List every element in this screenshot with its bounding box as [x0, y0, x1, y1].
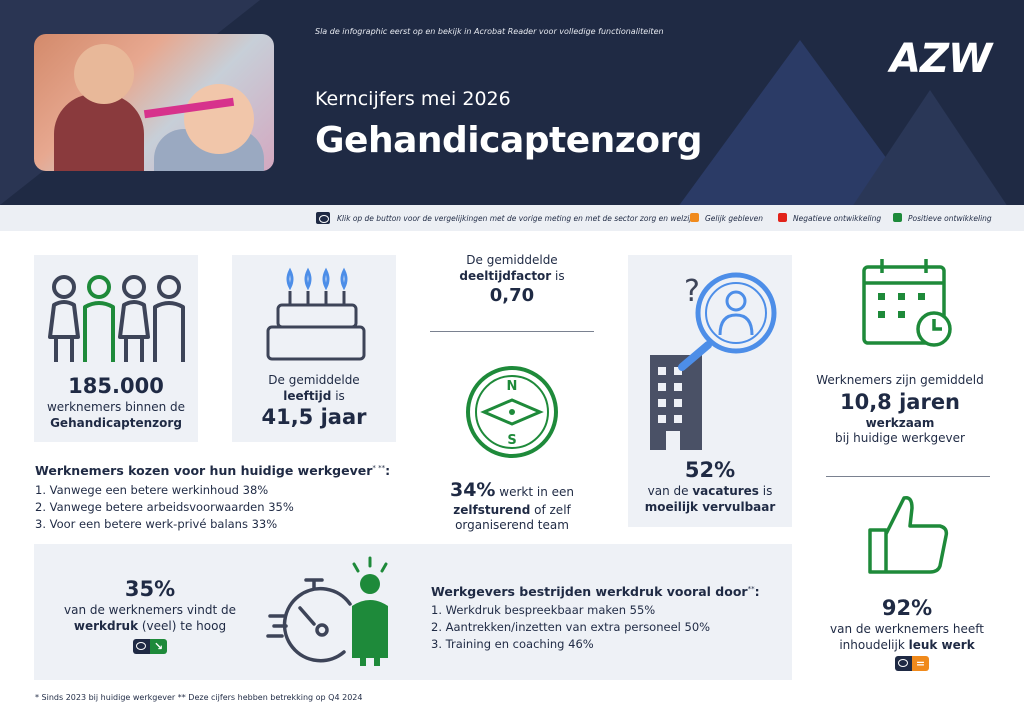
parttime-bold: deeltijdfactor [459, 268, 552, 283]
parttime-block: De gemiddelde deeltijdfactor is 0,70 [430, 253, 594, 308]
eye-icon [133, 639, 150, 654]
legend-item-equal: Gelijk gebleven [690, 213, 763, 223]
age-rest: is [331, 388, 345, 403]
list-item: 3. Voor een betere werk-privé balans 33% [35, 517, 278, 531]
equal-icon: = [912, 656, 929, 671]
list-item: 3. Training en coaching 46% [431, 637, 594, 651]
page-title: Gehandicaptenzorg [315, 120, 703, 161]
decor-triangle [810, 90, 1024, 205]
selfsteering-bold: zelfsturend [453, 502, 531, 517]
age-bold: leeftijd [283, 388, 332, 403]
workload-bold: werkdruk [73, 618, 139, 633]
fun-compare-button[interactable]: = [895, 656, 929, 671]
choice-title: Werknemers kozen voor hun huidige werkge… [35, 463, 391, 478]
parttime-value: 0,70 [489, 285, 535, 307]
people-icon [48, 275, 185, 362]
compass-icon: N S [466, 366, 558, 458]
header-photo [34, 34, 274, 171]
selfsteering-block: 34% werkt in een zelfsturend of zelf org… [430, 478, 594, 534]
vacancies-value: 52% [684, 458, 736, 482]
fun-line1: van de werknemers heeft [830, 622, 984, 637]
tenure-block: Werknemers zijn gemiddeld 10,8 jaren wer… [810, 373, 990, 447]
age-card: De gemiddelde leeftijd is 41,5 jaar [232, 255, 396, 442]
workload-rest: (veel) te hoog [138, 618, 227, 633]
parttime-rest: is [551, 268, 565, 283]
legend-bar: Klik op de button voor de vergelijkingen… [0, 205, 1024, 231]
tenure-line1: Werknemers zijn gemiddeld [816, 373, 984, 387]
divider [430, 331, 594, 332]
svg-text:S: S [507, 433, 516, 448]
vacancies-post: is [758, 484, 773, 499]
svg-text:N: N [507, 379, 518, 394]
workload-value: 35% [124, 577, 176, 601]
tenure-line3: werkzaam [865, 415, 935, 430]
thumbs-up-icon [868, 495, 949, 574]
svg-text:?: ? [684, 274, 700, 309]
tenure-value: 10,8 jaren [839, 389, 961, 414]
vacancies-card: ? 52% van de vacatures is moeilijk vervu… [628, 255, 792, 527]
workload-card: 35% van de werknemers vindt de werkdruk … [34, 544, 792, 680]
eye-icon [316, 212, 330, 224]
stopwatch-person-icon [266, 556, 388, 666]
workers-value: 185.000 [68, 374, 164, 398]
workload-compare-button[interactable]: ↘ [133, 639, 167, 654]
workers-line1: werknemers binnen de [46, 400, 186, 415]
divider [826, 476, 990, 477]
azw-logo: AZW [890, 36, 992, 82]
selfsteering-line3: organiserend team [455, 518, 569, 533]
list-item: 1. Werkdruk bespreekbaar maken 55% [431, 603, 656, 617]
fun-pre: inhoudelijk [839, 637, 909, 652]
birthday-cake-icon [266, 267, 366, 361]
legend-note: Klik op de button voor de vergelijkingen… [337, 214, 699, 223]
parttime-line1: De gemiddelde [466, 253, 558, 267]
list-item: 2. Vanwege betere arbeidsvoorwaarden 35% [35, 500, 294, 514]
arrow-down-right-icon: ↘ [150, 639, 167, 654]
fun-block: 92% van de werknemers heeft inhoudelijk … [812, 595, 1002, 653]
selfsteering-value: 34% [449, 479, 496, 501]
top-note: Sla de infographic eerst op en bekijk in… [315, 27, 664, 36]
age-value: 41,5 jaar [261, 405, 367, 430]
fun-value: 92% [881, 596, 933, 620]
selfsteering-text2: of zelf [530, 502, 571, 517]
list-item: 2. Aantrekken/inzetten van extra persone… [431, 620, 711, 634]
vacancies-line2: moeilijk vervulbaar [644, 499, 776, 514]
building-search-icon: ? [650, 272, 777, 450]
legend-item-positive: Positieve ontwikkeling [893, 213, 992, 223]
list-item: 1. Vanwege een betere werkinhoud 38% [35, 483, 269, 497]
workers-card: 185.000 werknemers binnen de Gehandicapt… [34, 255, 198, 442]
measures-title: Werkgevers bestrijden werkdruk vooral do… [431, 584, 760, 599]
legend-item-negative: Negatieve ontwikkeling [778, 213, 881, 223]
workload-line1: van de werknemers vindt de [63, 603, 236, 618]
age-line1: De gemiddelde [268, 373, 360, 387]
selfsteering-rest: werkt in een [495, 485, 575, 499]
calendar-clock-icon [862, 259, 952, 347]
vacancies-bold: vacatures [692, 484, 759, 499]
tenure-line4: bij huidige werkgever [835, 431, 965, 446]
page-subtitle: Kerncijfers mei 2026 [315, 88, 511, 110]
header-banner: Sla de infographic eerst op en bekijk in… [0, 0, 1024, 205]
workers-line2: Gehandicaptenzorg [50, 415, 182, 430]
eye-icon [895, 656, 912, 671]
footnote: * Sinds 2023 bij huidige werkgever ** De… [35, 693, 363, 702]
fun-bold: leuk werk [908, 637, 975, 652]
vacancies-pre: van de [647, 484, 693, 499]
